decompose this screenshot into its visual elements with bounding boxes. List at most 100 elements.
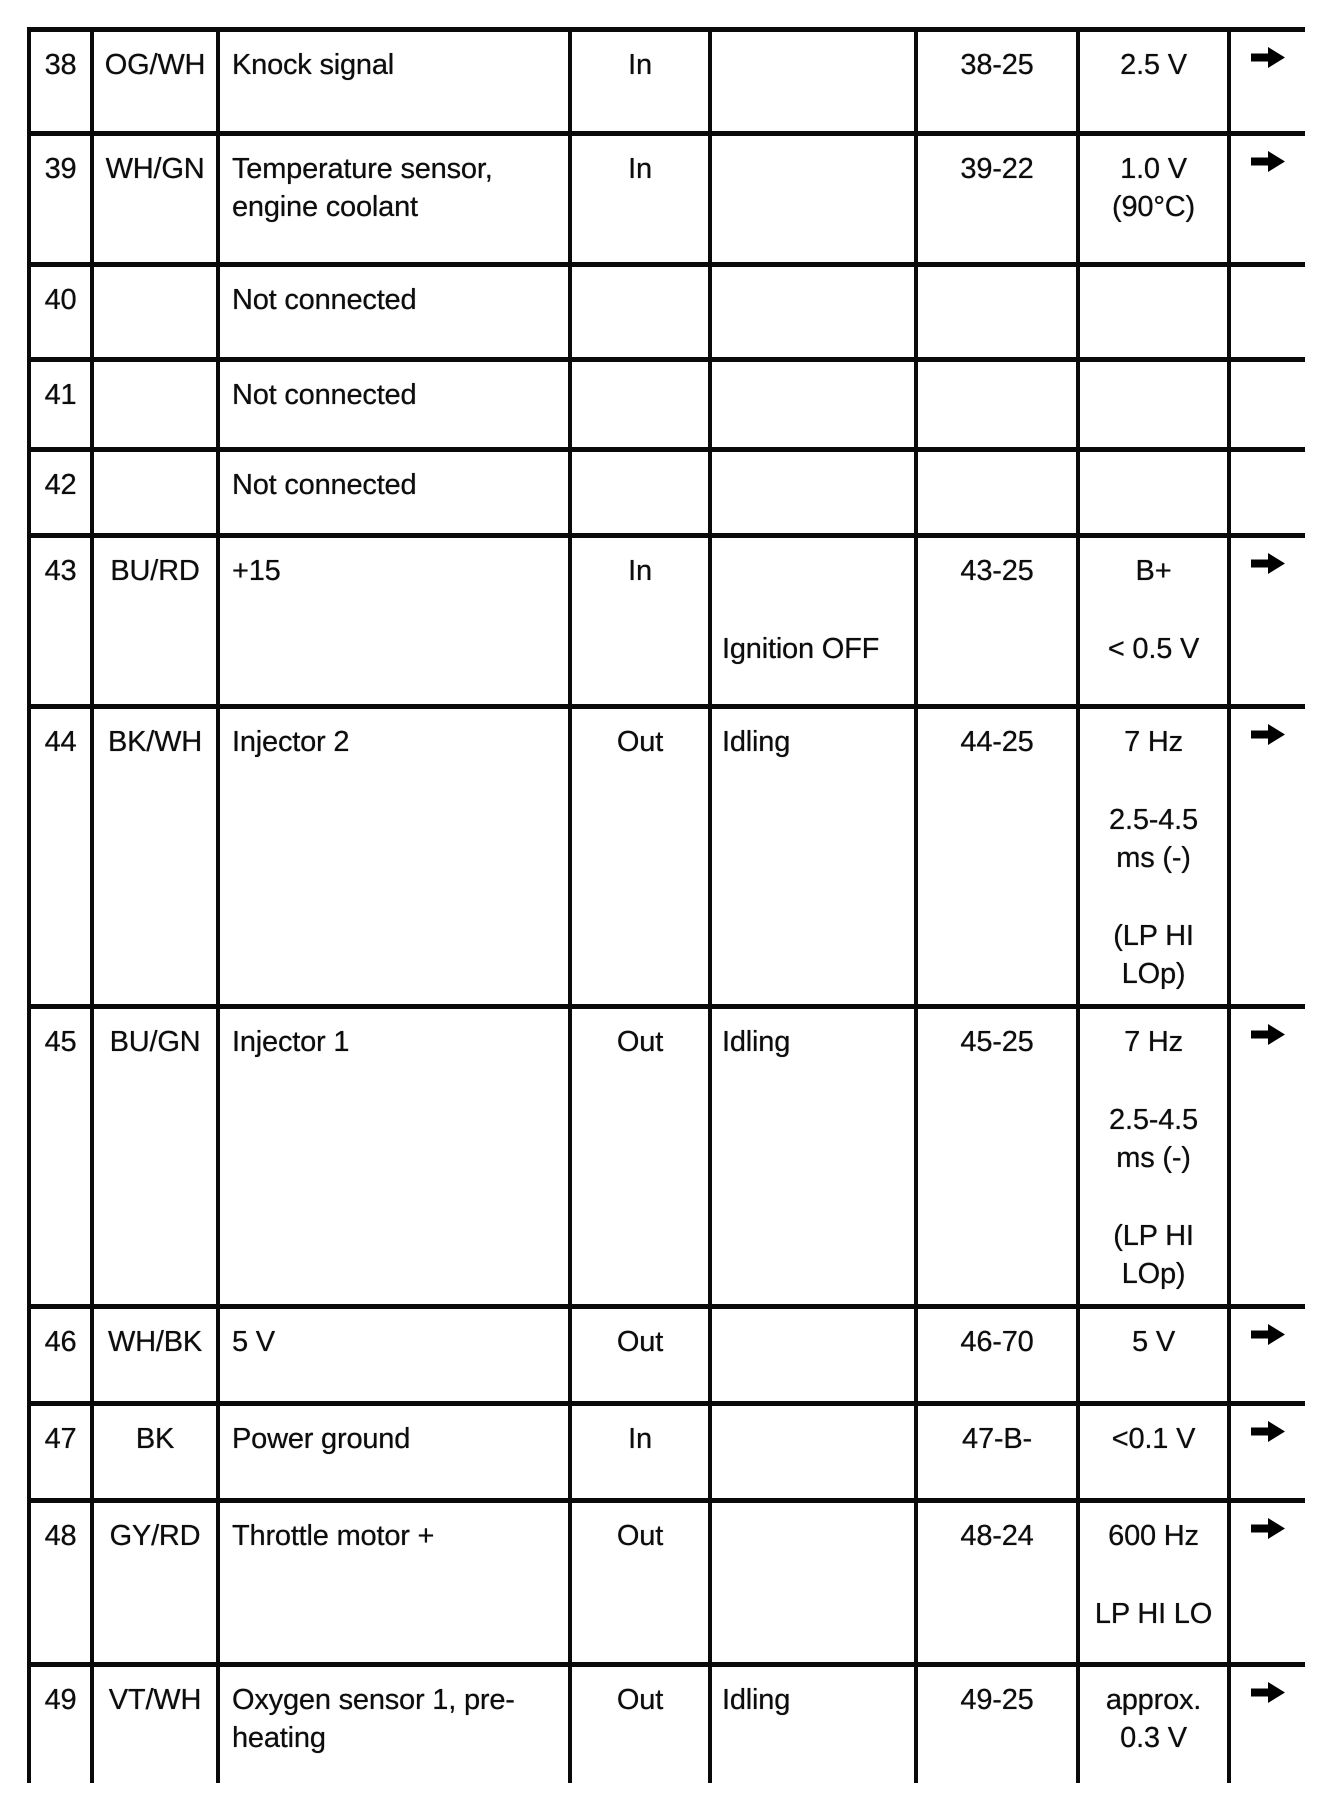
cell-direction-text: Out	[616, 1326, 664, 1358]
cell-pin-number: 46	[27, 1304, 90, 1401]
cell-wire-color-text: BU/GN	[109, 1026, 201, 1058]
cell-direction: In	[568, 533, 708, 704]
cell-arrow	[1227, 357, 1305, 447]
cell-pin-number-text: 43	[44, 555, 77, 587]
cell-wire-color: BK	[90, 1401, 216, 1498]
cell-wire-color-text: BK	[135, 1423, 175, 1455]
cell-signal-description: Not connected	[216, 357, 568, 447]
cell-wire-color: VT/WH	[90, 1662, 216, 1783]
cell-signal-description: Power ground	[216, 1401, 568, 1498]
cell-condition	[708, 262, 914, 357]
cell-pin-number-text: 38	[44, 49, 77, 81]
cell-arrow	[1227, 27, 1305, 131]
cell-pin-number-text: 39	[44, 153, 77, 185]
cell-signal-description: 5 V	[216, 1304, 568, 1401]
cell-condition-text: Idling	[722, 1026, 791, 1058]
cell-signal-description-text: Temperature sensor, engine coolant	[232, 153, 493, 223]
cell-direction	[568, 357, 708, 447]
cell-signal-description-text: Oxygen sensor 1, pre-heating	[232, 1684, 515, 1754]
cell-wire-color: GY/RD	[90, 1498, 216, 1662]
cell-wire-color-text: VT/WH	[108, 1684, 202, 1716]
cell-value-text: 7 Hz	[1124, 726, 1183, 758]
cell-measure-points: 43-25	[914, 533, 1076, 704]
cell-pin-number-text: 48	[44, 1520, 77, 1552]
cell-direction-text: In	[628, 1423, 652, 1455]
cell-measure-points-text: 44-25	[960, 726, 1034, 758]
cell-signal-description-text: 5 V	[232, 1326, 275, 1358]
cell-measure-points: 39-22	[914, 131, 1076, 262]
cell-value: <0.1 V	[1076, 1401, 1227, 1498]
cell-signal-description-text: Injector 1	[232, 1026, 350, 1058]
cell-signal-description-text: Not connected	[232, 379, 417, 411]
cell-measure-points-text: 46-70	[960, 1326, 1034, 1358]
cell-arrow	[1227, 1304, 1305, 1401]
cell-signal-description: Not connected	[216, 262, 568, 357]
cell-condition-text	[722, 552, 908, 590]
cell-measure-points	[914, 262, 1076, 357]
cell-arrow	[1227, 1498, 1305, 1662]
cell-measure-points-text: 43-25	[960, 555, 1034, 587]
cell-direction: Out	[568, 1304, 708, 1401]
cell-signal-description: Injector 1	[216, 1004, 568, 1304]
cell-measure-points	[914, 357, 1076, 447]
cell-wire-color: BK/WH	[90, 704, 216, 1004]
cell-signal-description: Not connected	[216, 447, 568, 533]
cell-signal-description: +15	[216, 533, 568, 704]
cell-signal-description-text: Not connected	[232, 284, 417, 316]
cell-measure-points: 44-25	[914, 704, 1076, 1004]
cell-value	[1076, 357, 1227, 447]
cell-direction: In	[568, 1401, 708, 1498]
cell-measure-points-text: 49-25	[960, 1684, 1034, 1716]
cell-value: approx. 0.3 V	[1076, 1662, 1227, 1783]
cell-arrow	[1227, 262, 1305, 357]
cell-direction: Out	[568, 1662, 708, 1783]
cell-signal-description-text: Knock signal	[232, 49, 395, 81]
cell-value: 1.0 V (90°C)	[1076, 131, 1227, 262]
cell-pin-number-text: 42	[44, 469, 77, 501]
cell-wire-color-text: WH/GN	[105, 153, 205, 185]
right-arrow-icon	[1250, 45, 1286, 70]
cell-pin-number-text: 49	[44, 1684, 77, 1716]
cell-pin-number-text: 46	[44, 1326, 77, 1358]
pinout-table: 38 OG/WH Knock signal In 38-25 2.5 V 39 WH/GN Te…	[27, 27, 1305, 1783]
cell-direction-text: In	[628, 49, 652, 81]
cell-value-text: approx. 0.3 V	[1105, 1684, 1202, 1754]
cell-measure-points-text: 39-22	[960, 153, 1034, 185]
cell-wire-color: BU/RD	[90, 533, 216, 704]
cell-direction-text: Out	[616, 1026, 664, 1058]
cell-condition: Idling	[708, 1004, 914, 1304]
cell-condition	[708, 27, 914, 131]
cell-value	[1076, 447, 1227, 533]
cell-value: 600 Hz LP HI LO	[1076, 1498, 1227, 1662]
cell-signal-description-text: Not connected	[232, 469, 417, 501]
cell-value-text: 5 V	[1132, 1326, 1175, 1358]
cell-measure-points: 49-25	[914, 1662, 1076, 1783]
cell-wire-color: WH/GN	[90, 131, 216, 262]
cell-direction: Out	[568, 1498, 708, 1662]
cell-signal-description: Temperature sensor, engine coolant	[216, 131, 568, 262]
cell-measure-points: 38-25	[914, 27, 1076, 131]
cell-pin-number-text: 47	[44, 1423, 77, 1455]
cell-measure-points-text: 48-24	[960, 1520, 1034, 1552]
cell-direction: In	[568, 131, 708, 262]
cell-pin-number: 38	[27, 27, 90, 131]
cell-value	[1076, 262, 1227, 357]
cell-condition	[708, 357, 914, 447]
cell-wire-color-text: OG/WH	[104, 49, 206, 81]
cell-direction: Out	[568, 1004, 708, 1304]
cell-value: 2.5 V	[1076, 27, 1227, 131]
cell-pin-number: 40	[27, 262, 90, 357]
cell-direction: Out	[568, 704, 708, 1004]
cell-condition: Idling	[708, 1662, 914, 1783]
cell-direction	[568, 447, 708, 533]
cell-arrow	[1227, 704, 1305, 1004]
cell-value-text: 600 Hz	[1108, 1520, 1199, 1552]
cell-wire-color: WH/BK	[90, 1304, 216, 1401]
cell-wire-color: OG/WH	[90, 27, 216, 131]
cell-condition	[708, 447, 914, 533]
cell-pin-number-text: 40	[44, 284, 77, 316]
cell-value-text: 2.5 V	[1120, 49, 1187, 81]
cell-wire-color-text: WH/BK	[107, 1326, 203, 1358]
cell-value-text: (LP HI LOp)	[1113, 920, 1194, 990]
cell-pin-number-text: 45	[44, 1026, 77, 1058]
